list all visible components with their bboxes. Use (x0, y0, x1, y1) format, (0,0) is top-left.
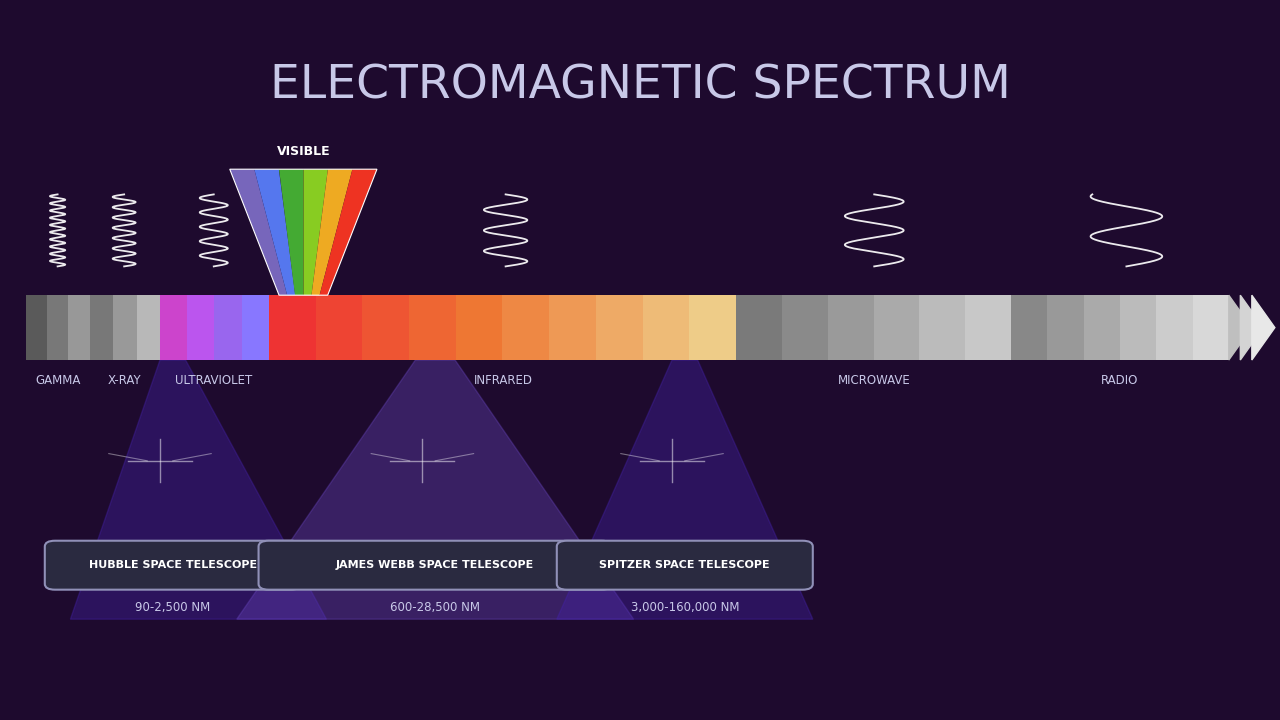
Polygon shape (303, 169, 328, 295)
Bar (456, 295, 502, 360)
Text: ULTRAVIOLET: ULTRAVIOLET (175, 374, 252, 387)
FancyBboxPatch shape (259, 541, 612, 590)
Bar (828, 295, 873, 360)
Polygon shape (70, 360, 326, 619)
Text: VISIBLE: VISIBLE (276, 145, 330, 158)
Text: JAMES WEBB SPACE TELESCOPE: JAMES WEBB SPACE TELESCOPE (337, 560, 534, 570)
Polygon shape (255, 169, 296, 295)
Text: ELECTROMAGNETIC SPECTRUM: ELECTROMAGNETIC SPECTRUM (270, 64, 1010, 109)
Bar (549, 295, 595, 360)
Bar (242, 295, 269, 360)
Polygon shape (311, 169, 352, 295)
Polygon shape (557, 360, 813, 619)
Bar (689, 295, 736, 360)
Polygon shape (1240, 295, 1263, 360)
FancyBboxPatch shape (45, 541, 301, 590)
Bar (187, 295, 214, 360)
Text: X-RAY: X-RAY (108, 374, 141, 387)
Bar (736, 295, 782, 360)
Bar (1156, 295, 1193, 360)
Text: INFRARED: INFRARED (474, 374, 532, 387)
Text: RADIO: RADIO (1101, 374, 1139, 387)
Text: HUBBLE SPACE TELESCOPE: HUBBLE SPACE TELESCOPE (88, 560, 257, 570)
Polygon shape (237, 360, 634, 619)
Text: 90-2,500 NM: 90-2,500 NM (136, 601, 210, 614)
Bar (315, 295, 362, 360)
Polygon shape (230, 169, 287, 295)
Bar (874, 295, 919, 360)
Bar (90, 295, 113, 360)
Bar (1047, 295, 1084, 360)
Bar (596, 295, 643, 360)
Bar (113, 295, 137, 360)
Bar (1011, 295, 1047, 360)
Text: SPITZER SPACE TELESCOPE: SPITZER SPACE TELESCOPE (599, 560, 771, 570)
Bar (965, 295, 1011, 360)
Polygon shape (1229, 295, 1252, 360)
Bar (269, 295, 316, 360)
Text: MICROWAVE: MICROWAVE (838, 374, 910, 387)
Bar (160, 295, 187, 360)
Text: 600-28,500 NM: 600-28,500 NM (390, 601, 480, 614)
Bar (410, 295, 456, 360)
Text: GAMMA: GAMMA (35, 374, 81, 387)
Bar (1193, 295, 1229, 360)
Bar (68, 295, 90, 360)
Text: 3,000-160,000 NM: 3,000-160,000 NM (631, 601, 739, 614)
Bar (643, 295, 689, 360)
Polygon shape (320, 169, 376, 295)
Bar (919, 295, 965, 360)
Bar (1084, 295, 1120, 360)
Bar (782, 295, 828, 360)
Bar (215, 295, 242, 360)
Bar (502, 295, 549, 360)
Bar (26, 295, 47, 360)
Polygon shape (279, 169, 303, 295)
Bar (137, 295, 160, 360)
Bar (47, 295, 68, 360)
Bar (1120, 295, 1156, 360)
Bar (362, 295, 408, 360)
Polygon shape (1252, 295, 1275, 360)
FancyBboxPatch shape (557, 541, 813, 590)
